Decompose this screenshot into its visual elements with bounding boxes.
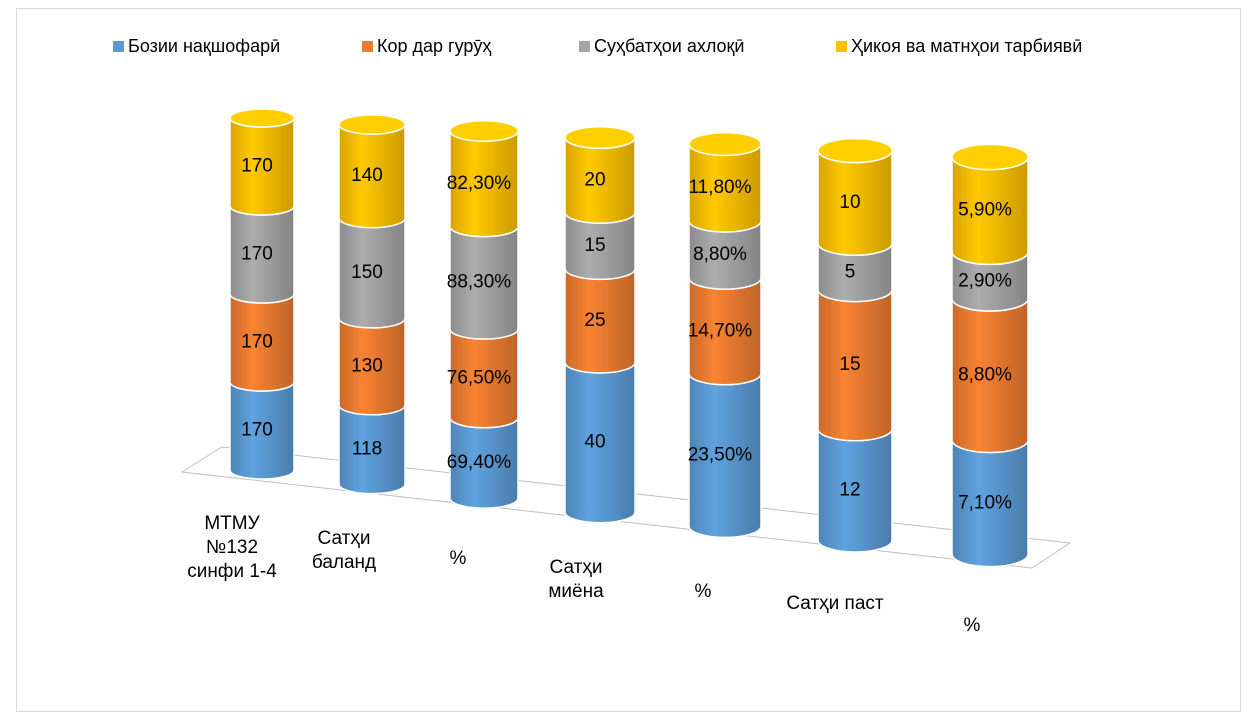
value-label: 40 <box>584 432 605 453</box>
cylinder-cap <box>338 114 406 135</box>
value-label: 8,80% <box>693 244 747 265</box>
value-label: 150 <box>351 262 383 283</box>
value-label: 69,40% <box>447 452 512 473</box>
value-label: 7,10% <box>958 492 1012 513</box>
legend-label: Кор дар гурӯҳ <box>377 36 491 56</box>
value-label: 82,30% <box>447 173 512 194</box>
value-label: 170 <box>241 244 273 265</box>
cylinder-cap <box>229 108 295 128</box>
x-tick-label: % <box>449 548 467 569</box>
value-label: 10 <box>839 192 860 213</box>
legend-label: Суҳбатҳои ахлоқӣ <box>594 36 744 56</box>
cylinder-cap <box>817 137 893 164</box>
x-tick-label: Сатҳи баланд <box>311 528 377 573</box>
value-label: 170 <box>241 332 273 353</box>
cylinder-cap <box>688 131 762 157</box>
x-tick-label: Сатҳи паст <box>786 593 884 614</box>
value-label: 15 <box>584 235 605 256</box>
legend-label: Бозии нақшофарӣ <box>128 36 280 56</box>
x-tick-label: Сатҳи миёна <box>548 557 604 602</box>
value-label: 20 <box>584 169 605 190</box>
value-label: 170 <box>241 156 273 177</box>
value-label: 25 <box>584 310 605 331</box>
value-label: 23,50% <box>688 444 753 465</box>
legend-swatch <box>579 41 590 52</box>
value-label: 76,50% <box>447 367 512 388</box>
x-tick-label: МТМУ №132 синфи 1-4 <box>187 513 277 582</box>
value-label: 118 <box>352 438 382 459</box>
legend-label: Ҳикоя ва матнҳои тарбиявӣ <box>851 36 1082 56</box>
value-label: 2,90% <box>958 270 1012 291</box>
value-label: 5,90% <box>958 200 1012 221</box>
value-label: 12 <box>839 479 860 500</box>
legend-swatch <box>836 41 847 52</box>
value-label: 8,80% <box>958 364 1012 385</box>
value-label: 88,30% <box>447 272 512 293</box>
legend-swatch <box>362 41 373 52</box>
value-label: 130 <box>351 356 383 377</box>
value-label: 14,70% <box>688 320 753 341</box>
x-tick-label: % <box>963 615 981 636</box>
value-label: 15 <box>839 354 860 375</box>
legend-swatch <box>113 41 124 52</box>
cylinder-cap <box>449 120 519 142</box>
x-tick-label: % <box>694 581 712 602</box>
value-label: 140 <box>351 165 383 186</box>
value-label: 11,80% <box>688 177 751 198</box>
value-label: 170 <box>241 420 273 441</box>
cylinder-cap <box>951 143 1029 171</box>
cylinder-cap <box>564 125 636 150</box>
value-label: 5 <box>845 261 856 282</box>
